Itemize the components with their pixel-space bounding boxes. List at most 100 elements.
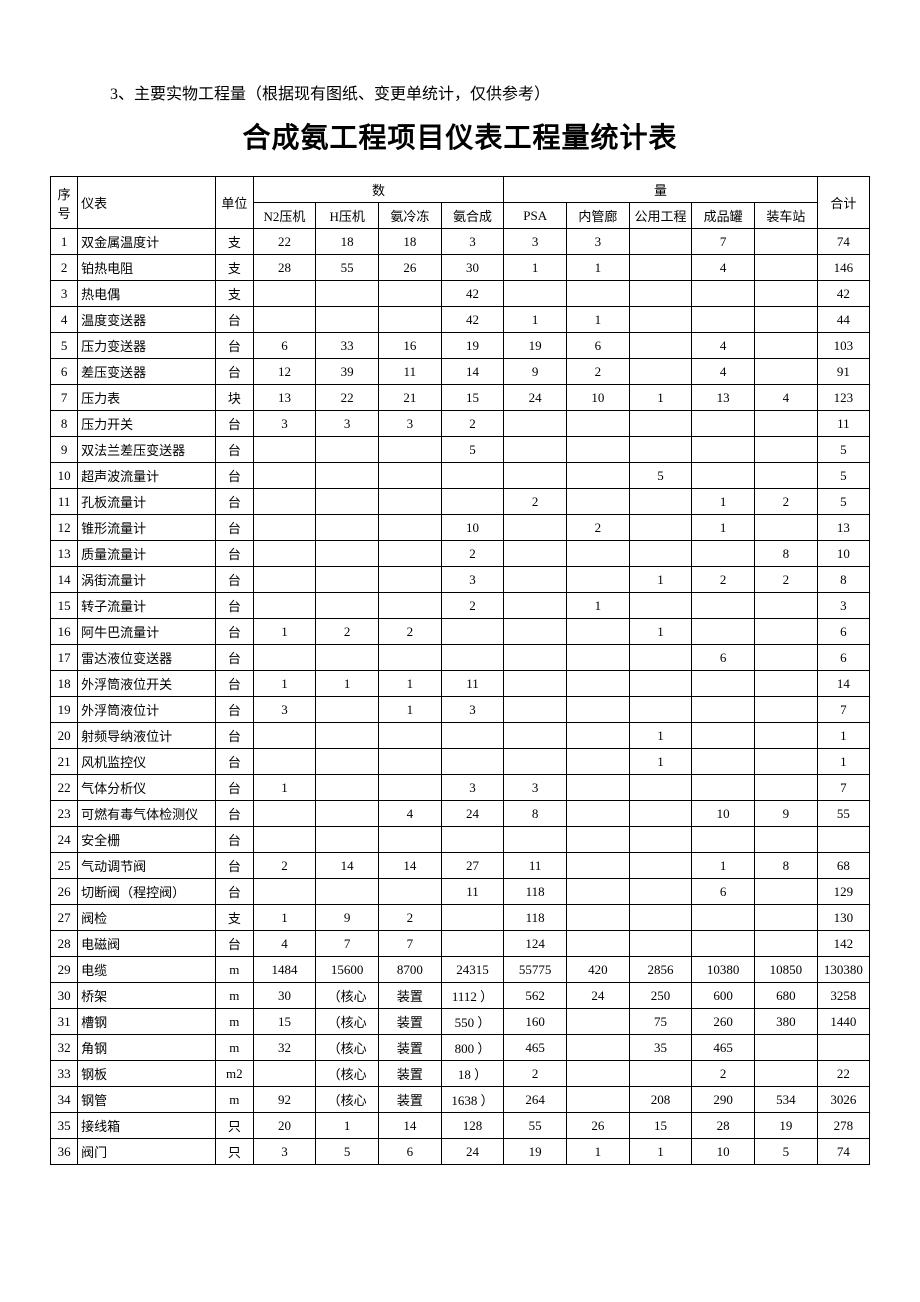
cell-data xyxy=(253,827,316,853)
cell-data xyxy=(629,1061,692,1087)
cell-data: 装置 xyxy=(378,1087,441,1113)
cell-data xyxy=(692,671,755,697)
cell-data: 6 xyxy=(567,333,630,359)
cell-data: 118 xyxy=(504,879,567,905)
cell-total: 68 xyxy=(817,853,869,879)
cell-data xyxy=(692,775,755,801)
table-row: 22气体分析仪台1337 xyxy=(51,775,870,801)
cell-seq: 34 xyxy=(51,1087,78,1113)
cell-data xyxy=(504,567,567,593)
cell-total: 5 xyxy=(817,437,869,463)
cell-data: 15 xyxy=(629,1113,692,1139)
cell-data: 124 xyxy=(504,931,567,957)
cell-seq: 3 xyxy=(51,281,78,307)
cell-data xyxy=(504,619,567,645)
cell-total: 13 xyxy=(817,515,869,541)
cell-data xyxy=(441,489,504,515)
cell-data xyxy=(441,463,504,489)
table-row: 8压力开关台333211 xyxy=(51,411,870,437)
cell-data xyxy=(629,905,692,931)
cell-seq: 29 xyxy=(51,957,78,983)
cell-unit: 台 xyxy=(216,359,254,385)
cell-data: 20 xyxy=(253,1113,316,1139)
cell-unit: 台 xyxy=(216,827,254,853)
cell-name: 槽钢 xyxy=(78,1009,216,1035)
cell-data xyxy=(567,1009,630,1035)
cell-data: 1 xyxy=(567,255,630,281)
header-col-5: 内管廊 xyxy=(567,203,630,229)
cell-data: 30 xyxy=(253,983,316,1009)
cell-total: 103 xyxy=(817,333,869,359)
cell-data xyxy=(692,307,755,333)
cell-data xyxy=(253,749,316,775)
cell-data xyxy=(316,723,379,749)
table-row: 10超声波流量计台55 xyxy=(51,463,870,489)
cell-data: 2 xyxy=(378,905,441,931)
cell-data xyxy=(316,645,379,671)
cell-data xyxy=(692,593,755,619)
cell-unit: 台 xyxy=(216,463,254,489)
cell-seq: 24 xyxy=(51,827,78,853)
cell-name: 电缆 xyxy=(78,957,216,983)
cell-data: 19 xyxy=(441,333,504,359)
cell-data xyxy=(692,723,755,749)
cell-data: 2 xyxy=(567,515,630,541)
cell-data: 2 xyxy=(692,567,755,593)
cell-name: 电磁阀 xyxy=(78,931,216,957)
cell-data: 55 xyxy=(316,255,379,281)
cell-data: 28 xyxy=(692,1113,755,1139)
cell-data: 15 xyxy=(441,385,504,411)
cell-data: 8 xyxy=(755,541,818,567)
cell-data xyxy=(378,541,441,567)
cell-data: 8700 xyxy=(378,957,441,983)
table-row: 25气动调节阀台2141427111868 xyxy=(51,853,870,879)
cell-data: 9 xyxy=(316,905,379,931)
header-total: 合计 xyxy=(817,177,869,229)
cell-name: 质量流量计 xyxy=(78,541,216,567)
cell-data xyxy=(253,645,316,671)
cell-data: 10 xyxy=(441,515,504,541)
cell-data: 24315 xyxy=(441,957,504,983)
cell-seq: 21 xyxy=(51,749,78,775)
cell-data xyxy=(567,463,630,489)
table-row: 26切断阀（程控阀）台111186129 xyxy=(51,879,870,905)
cell-data xyxy=(504,671,567,697)
cell-data: 6 xyxy=(378,1139,441,1165)
table-row: 21风机监控仪台11 xyxy=(51,749,870,775)
cell-data: 4 xyxy=(378,801,441,827)
header-qty-b: 量 xyxy=(504,177,817,203)
cell-total: 1440 xyxy=(817,1009,869,1035)
cell-data: 465 xyxy=(504,1035,567,1061)
cell-name: 孔板流量计 xyxy=(78,489,216,515)
cell-data: 550 ） xyxy=(441,1009,504,1035)
cell-data: 3 xyxy=(253,697,316,723)
cell-data: 3 xyxy=(253,1139,316,1165)
cell-data: 1 xyxy=(378,671,441,697)
cell-data xyxy=(629,645,692,671)
cell-data: 2 xyxy=(755,567,818,593)
cell-seq: 19 xyxy=(51,697,78,723)
cell-data xyxy=(441,905,504,931)
cell-data: 12 xyxy=(253,359,316,385)
cell-name: 切断阀（程控阀） xyxy=(78,879,216,905)
cell-data xyxy=(567,905,630,931)
cell-data xyxy=(629,411,692,437)
cell-seq: 22 xyxy=(51,775,78,801)
cell-data: 1 xyxy=(629,385,692,411)
cell-data xyxy=(755,879,818,905)
cell-data: 14 xyxy=(378,1113,441,1139)
cell-unit: 台 xyxy=(216,931,254,957)
cell-data: 2 xyxy=(253,853,316,879)
cell-data xyxy=(692,281,755,307)
cell-data: 3 xyxy=(567,229,630,255)
cell-data: 562 xyxy=(504,983,567,1009)
cell-data: 380 xyxy=(755,1009,818,1035)
cell-data xyxy=(755,697,818,723)
cell-data: 15600 xyxy=(316,957,379,983)
cell-data xyxy=(755,723,818,749)
header-col-8: 装车站 xyxy=(755,203,818,229)
cell-data xyxy=(755,359,818,385)
cell-data xyxy=(692,437,755,463)
cell-data: 4 xyxy=(692,359,755,385)
cell-total: 1 xyxy=(817,723,869,749)
